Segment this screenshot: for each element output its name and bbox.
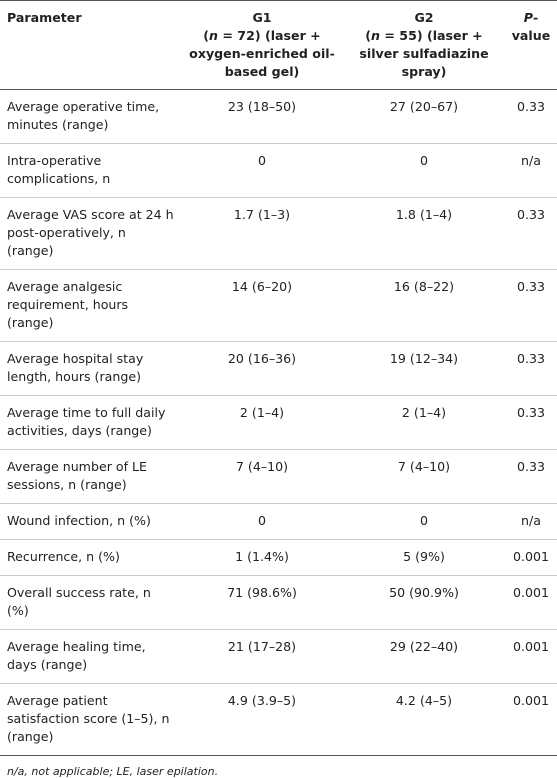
value-cell: 4.9 (3.9–5) xyxy=(181,683,343,756)
value-cell: 0 xyxy=(181,143,343,198)
value-cell: 0.001 xyxy=(505,539,557,576)
table-row: Recurrence, n (%) 1 (1.4%) 5 (9%) 0.001 xyxy=(0,539,557,576)
table-row: Average time to full daily activities, d… xyxy=(0,395,557,450)
header-detail: = 55) (laser + silver sulfadiazine spray… xyxy=(359,28,489,79)
value-cell: 4.2 (4–5) xyxy=(343,683,505,756)
table-row: Average analgesic requirement, hours (ra… xyxy=(0,269,557,342)
parameter-cell: Average patient satisfaction score (1–5)… xyxy=(0,683,181,756)
value-cell: 0.33 xyxy=(505,395,557,450)
parameter-cell: Average number of LE sessions, n (range) xyxy=(0,449,181,504)
value-cell: 27 (20–67) xyxy=(343,89,505,144)
parameter-cell: Intra-operative complications, n xyxy=(0,143,181,198)
value-cell: 7 (4–10) xyxy=(343,449,505,504)
value-cell: 1.8 (1–4) xyxy=(343,197,505,270)
header-cell: G2 (n = 55) (laser + silver sulfadiazine … xyxy=(343,0,505,90)
table-row: Average healing time, days (range) 21 (17… xyxy=(0,629,557,684)
value-cell: 23 (18–50) xyxy=(181,89,343,144)
data-table: Parameter G1 (n = 72) (laser + oxygen-enr… xyxy=(0,0,557,756)
header-title: G2 xyxy=(414,10,434,25)
value-cell: 0.001 xyxy=(505,575,557,630)
value-cell: 1.7 (1–3) xyxy=(181,197,343,270)
parameter-cell: Average operative time, minutes (range) xyxy=(0,89,181,144)
header-detail: n xyxy=(371,28,380,43)
value-cell: 0.33 xyxy=(505,197,557,270)
value-cell: 1 (1.4%) xyxy=(181,539,343,576)
header-detail: P xyxy=(523,10,533,25)
value-cell: 0.33 xyxy=(505,269,557,342)
parameter-cell: Average hospital stay length, hours (ran… xyxy=(0,341,181,396)
header-cell: P-value xyxy=(505,0,557,90)
header-cell: G1 (n = 72) (laser + oxygen-enriched oil-… xyxy=(181,0,343,90)
header-cell: Parameter xyxy=(0,0,181,90)
parameter-cell: Average analgesic requirement, hours (ra… xyxy=(0,269,181,342)
value-cell: 0.33 xyxy=(505,341,557,396)
header-detail: n xyxy=(209,28,218,43)
parameter-cell: Overall success rate, n (%) xyxy=(0,575,181,630)
value-cell: 0.001 xyxy=(505,629,557,684)
parameter-cell: Average time to full daily activities, d… xyxy=(0,395,181,450)
parameter-cell: Average VAS score at 24 h post-operative… xyxy=(0,197,181,270)
header-row: Parameter G1 (n = 72) (laser + oxygen-enr… xyxy=(0,0,557,90)
parameter-cell: Wound infection, n (%) xyxy=(0,503,181,540)
value-cell: 14 (6–20) xyxy=(181,269,343,342)
value-cell: 19 (12–34) xyxy=(343,341,505,396)
parameter-cell: Recurrence, n (%) xyxy=(0,539,181,576)
value-cell: 29 (22–40) xyxy=(343,629,505,684)
value-cell: 0.33 xyxy=(505,449,557,504)
value-cell: 0 xyxy=(343,503,505,540)
value-cell: n/a xyxy=(505,143,557,198)
table-row: Average patient satisfaction score (1–5)… xyxy=(0,683,557,756)
value-cell: 2 (1–4) xyxy=(181,395,343,450)
table-row: Average operative time, minutes (range) 2… xyxy=(0,89,557,144)
value-cell: n/a xyxy=(505,503,557,540)
value-cell: 20 (16–36) xyxy=(181,341,343,396)
value-cell: 5 (9%) xyxy=(343,539,505,576)
header-title: G1 xyxy=(252,10,272,25)
value-cell: 21 (17–28) xyxy=(181,629,343,684)
table-row: Average number of LE sessions, n (range)… xyxy=(0,449,557,504)
table-row: Intra-operative complications, n 0 0 n/a xyxy=(0,143,557,198)
header-detail: -value xyxy=(511,10,551,43)
value-cell: 50 (90.9%) xyxy=(343,575,505,630)
table-body: Average operative time, minutes (range) 2… xyxy=(0,89,557,756)
header-detail: = 72) (laser + oxygen-enriched oil-based… xyxy=(189,28,335,79)
value-cell: 2 (1–4) xyxy=(343,395,505,450)
table-row: Average VAS score at 24 h post-operative… xyxy=(0,197,557,270)
table-row: Average hospital stay length, hours (ran… xyxy=(0,341,557,396)
value-cell: 0 xyxy=(343,143,505,198)
value-cell: 0 xyxy=(181,503,343,540)
value-cell: 0.001 xyxy=(505,683,557,756)
header-detail: ( xyxy=(203,28,210,43)
value-cell: 16 (8–22) xyxy=(343,269,505,342)
footnote: n/a, not applicable; LE, laser epilation… xyxy=(7,765,219,778)
table-row: Wound infection, n (%) 0 0 n/a xyxy=(0,503,557,540)
table-row: Overall success rate, n (%) 71 (98.6%) 50 … xyxy=(0,575,557,630)
value-cell: 7 (4–10) xyxy=(181,449,343,504)
value-cell: 71 (98.6%) xyxy=(181,575,343,630)
parameter-cell: Average healing time, days (range) xyxy=(0,629,181,684)
header-detail: ( xyxy=(365,28,372,43)
value-cell: 0.33 xyxy=(505,89,557,144)
